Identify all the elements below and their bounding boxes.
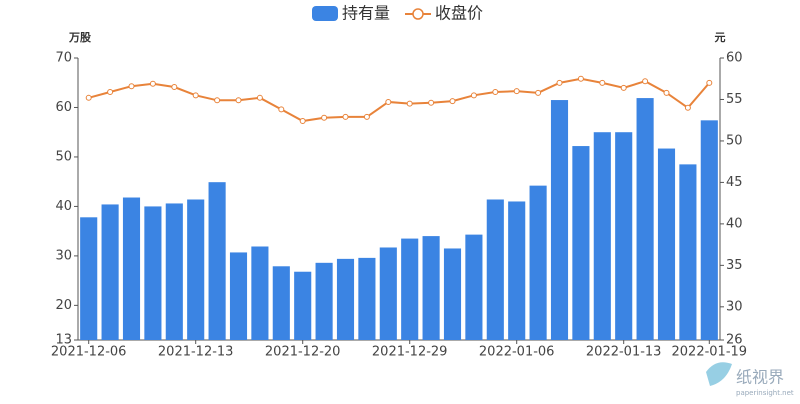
point [642,78,649,85]
point [107,89,114,96]
bar [636,98,654,340]
y-tick-label: 70 [55,51,72,66]
bar [572,146,590,340]
point [620,84,627,91]
point [256,94,263,101]
point [577,75,584,82]
x-tick-label: 2021-12-06 [51,345,127,360]
watermark-name: 纸视界 [736,368,784,387]
bar [251,246,269,340]
legend-label: 持有量 [342,4,390,23]
y2-tick-label: 55 [726,92,743,107]
y-axis-label: 万股 [68,31,92,44]
x-tick-label: 2022-01-13 [586,345,662,360]
bar [422,236,440,340]
point [192,92,199,99]
bar [294,271,312,340]
bar [401,238,419,340]
point [406,100,413,107]
point [214,97,221,104]
bar [550,100,569,340]
x-tick-label: 2022-01-06 [479,345,555,360]
watermark-site: paperinsight.net [736,389,794,397]
y2-tick-label: 30 [726,299,743,314]
point [663,89,670,96]
bar [615,132,633,340]
point [299,118,306,125]
point [321,114,328,121]
bar [465,234,483,340]
bar [486,199,504,340]
point [85,94,92,101]
y-tick-label: 60 [55,100,72,115]
watermark-logo [706,362,732,386]
point [235,97,242,104]
point [428,99,435,106]
legend-label: 收盘价 [435,4,483,23]
point [470,92,477,99]
bar [508,201,526,340]
line [88,77,711,123]
y-tick-label: 40 [55,199,72,214]
point [556,79,563,86]
y2-tick-label: 40 [726,216,743,231]
y2-tick-label: 26 [726,333,743,348]
y-tick-label: 50 [55,149,72,164]
y-tick-label: 30 [55,248,72,263]
y2-tick-label: 60 [726,51,743,66]
bar [657,148,676,340]
x-tick-label: 2022-01-19 [672,345,748,360]
x-tick-label: 2021-12-20 [265,345,341,360]
legend-swatch [412,8,424,20]
bar [101,204,119,340]
y-tick-label: 13 [55,333,72,348]
y2-axis-label: 元 [715,31,726,44]
bar [144,206,162,340]
bar [122,197,141,340]
legend-swatch [312,6,338,21]
bar [700,120,718,340]
bar [165,203,183,340]
y2-tick-label: 35 [726,258,743,273]
point [535,89,542,96]
point [363,113,370,120]
y2-tick-label: 45 [726,175,743,190]
point [149,80,156,87]
point [342,113,349,120]
point [385,98,392,105]
bar [208,182,226,340]
bar [529,185,547,340]
x-tick-label: 2021-12-13 [158,345,234,360]
x-tick-label: 2021-12-29 [372,345,448,360]
point [171,84,178,91]
bar [272,266,290,340]
bar [315,262,333,340]
point [513,88,520,95]
point [706,79,713,86]
point [128,83,135,90]
bar [80,217,98,340]
bar [229,252,248,340]
bar [679,164,697,340]
point [684,104,691,111]
point [492,89,499,96]
point [278,106,285,113]
bar [187,199,205,340]
bar [443,248,462,340]
y2-tick-label: 50 [726,133,743,148]
bar [593,132,611,340]
bar [358,257,376,340]
bar [336,258,355,340]
y-tick-label: 20 [55,298,72,313]
point [599,79,606,86]
bar [379,247,397,340]
point [449,98,456,105]
